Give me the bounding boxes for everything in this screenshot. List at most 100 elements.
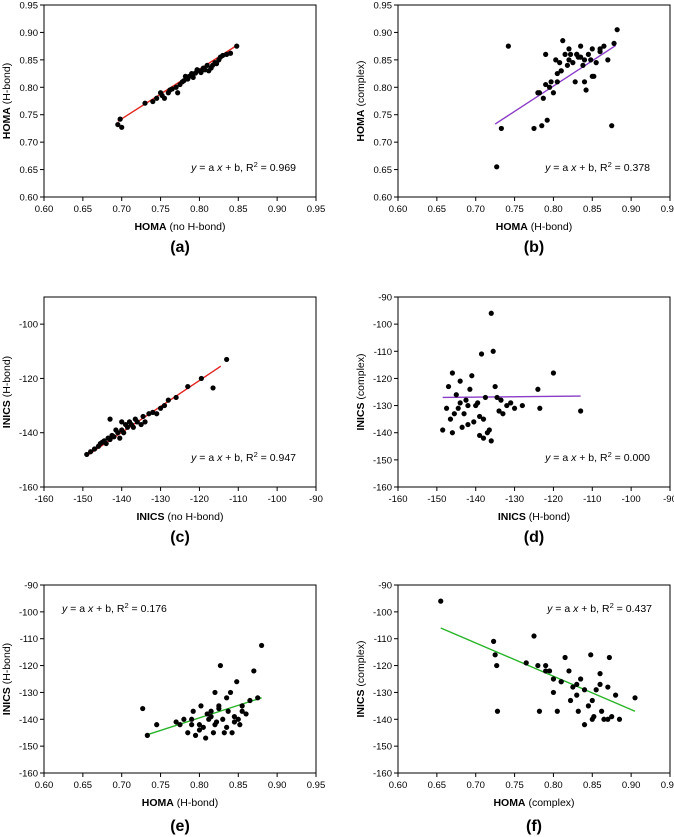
- data-point: [154, 722, 160, 728]
- x-tick-label: 0.70: [466, 204, 485, 215]
- x-tick-label: 0.75: [505, 780, 524, 791]
- data-point: [451, 411, 457, 417]
- data-point: [575, 708, 581, 714]
- x-tick-label: -110: [583, 494, 601, 505]
- y-tick-label: 0.85: [20, 55, 39, 66]
- panel-label: (b): [524, 239, 544, 256]
- equation-annotation: y = a x + b, R2 = 0.378: [544, 160, 650, 174]
- data-point: [494, 394, 500, 401]
- data-point: [570, 684, 576, 690]
- data-point: [259, 642, 265, 649]
- y-tick-label: 0.70: [20, 138, 39, 149]
- data-point: [225, 708, 231, 714]
- x-axis-label-rest: (H-bond): [177, 797, 218, 809]
- y-tick-label: 0.80: [20, 83, 39, 94]
- data-point: [572, 79, 578, 85]
- x-tick-label: 0.65: [74, 204, 93, 215]
- data-point: [578, 43, 584, 49]
- y-axis-label-bold: HOMA: [1, 107, 13, 139]
- plot-frame: [43, 296, 317, 488]
- data-point: [107, 416, 113, 422]
- y-axis-label-bold: INICS: [1, 687, 13, 715]
- data-point: [471, 419, 477, 425]
- data-point: [535, 662, 541, 669]
- y-tick-label: -150: [19, 742, 38, 753]
- regression-line: [440, 627, 636, 712]
- data-point: [457, 400, 463, 406]
- data-point: [523, 660, 529, 666]
- data-point: [213, 61, 220, 67]
- data-point: [138, 421, 144, 428]
- equation-rest: + b, R: [578, 603, 610, 615]
- x-tick-label: 0.85: [583, 780, 602, 791]
- x-tick-label: 0.80: [190, 780, 209, 791]
- data-point: [614, 27, 620, 33]
- y-tick-label: -100: [19, 320, 38, 331]
- plot-frame: [397, 4, 671, 198]
- data-point: [234, 43, 240, 49]
- data-point: [505, 43, 511, 49]
- data-point: [210, 730, 217, 736]
- data-point: [227, 50, 234, 56]
- data-point: [566, 46, 572, 52]
- data-point: [543, 81, 549, 88]
- x-axis-label: HOMA (H-bond): [496, 221, 572, 233]
- data-point: [224, 695, 230, 701]
- data-point: [208, 708, 214, 714]
- data-point: [130, 424, 136, 430]
- data-point: [477, 413, 483, 420]
- x-axis-label: HOMA (H-bond): [142, 797, 218, 809]
- equation-x: x: [570, 162, 577, 174]
- equation-annotation: y = a x + b, R2 = 0.176: [61, 601, 167, 615]
- y-tick-label: 0.90: [374, 28, 393, 39]
- x-tick-label: -130: [505, 494, 524, 505]
- x-axis-label: HOMA (complex): [493, 797, 574, 809]
- data-point: [140, 705, 146, 712]
- data-point: [558, 679, 564, 685]
- data-point: [585, 51, 592, 57]
- data-point: [119, 124, 125, 130]
- x-tick-label: 0.90: [268, 780, 287, 791]
- data-point: [208, 714, 214, 720]
- x-tick-label: -100: [622, 494, 641, 505]
- data-point: [91, 446, 98, 452]
- data-point: [165, 397, 171, 403]
- data-point: [500, 411, 506, 417]
- chart-panel-f: 0.60 0.65 0.70 0.75 0.80 0.85 0.90 0.95 -160 -150…: [355, 581, 674, 836]
- chart-panel-c: -160 -150 -140 -130 -120 -110 -100 -90 -160 -140 -…: [1, 296, 323, 546]
- x-tick-label: 0.85: [229, 204, 248, 215]
- x-tick-label: -160: [34, 494, 53, 505]
- data-point: [175, 90, 181, 96]
- data-point: [196, 727, 203, 733]
- data-point: [588, 57, 594, 63]
- equation-rest: + b, R: [576, 162, 608, 174]
- equation-superscript: 2: [608, 450, 612, 459]
- data-point: [150, 98, 156, 105]
- data-point: [231, 719, 237, 725]
- regression-line: [494, 45, 616, 125]
- data-point: [492, 383, 498, 390]
- y-tick-label: -140: [19, 715, 38, 726]
- data-point: [531, 125, 537, 132]
- data-point: [239, 703, 245, 709]
- equation-value: = 0.969: [258, 162, 296, 174]
- data-point: [154, 95, 160, 101]
- y-tick-label: -160: [19, 483, 38, 494]
- data-point: [88, 449, 94, 455]
- data-point: [550, 90, 557, 96]
- y-tick-label: 0.60: [374, 193, 393, 204]
- y-axis-label: HOMA (complex): [355, 60, 367, 141]
- data-point: [581, 57, 588, 63]
- data-point: [117, 435, 123, 441]
- x-tick-label: 0.75: [151, 204, 170, 215]
- data-point: [461, 411, 467, 417]
- equation-mid: = a: [196, 162, 217, 174]
- data-point: [504, 402, 510, 409]
- data-point: [488, 310, 494, 316]
- y-axis-label-rest: (complex): [355, 60, 367, 106]
- data-point: [204, 62, 210, 68]
- data-point: [589, 73, 595, 79]
- x-tick-label: -110: [229, 494, 247, 505]
- x-tick-label: 0.60: [389, 780, 408, 791]
- equation-value: = 0.378: [612, 162, 650, 174]
